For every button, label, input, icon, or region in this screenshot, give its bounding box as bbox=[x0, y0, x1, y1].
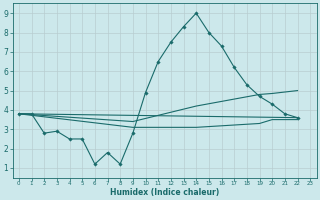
X-axis label: Humidex (Indice chaleur): Humidex (Indice chaleur) bbox=[110, 188, 219, 197]
